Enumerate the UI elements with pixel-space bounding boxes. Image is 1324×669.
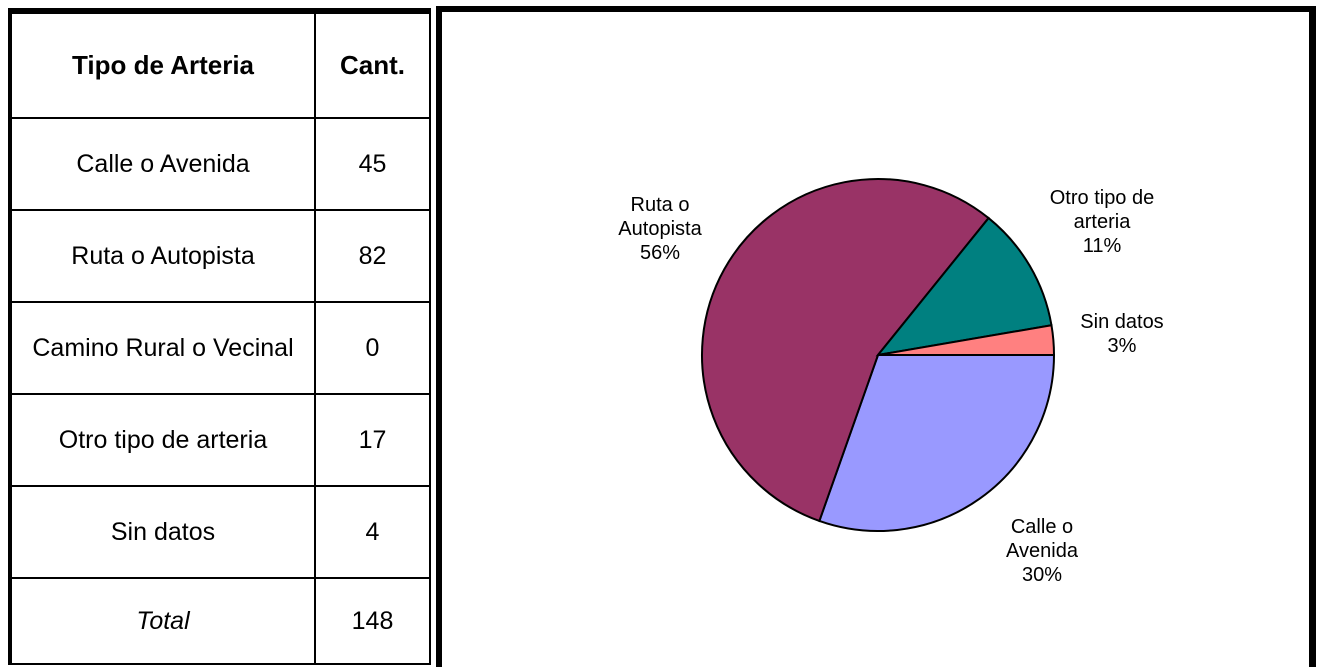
row-label: Sin datos — [8, 485, 316, 580]
row-value: 4 — [314, 485, 431, 580]
row-label: Ruta o Autopista — [8, 209, 316, 304]
table-total-row: Total 148 — [8, 577, 431, 665]
pie-slice-sin-datos — [877, 324, 1056, 356]
pie-label-calle-o-avenida: Calle o Avenida 30% — [1006, 516, 1079, 586]
pie-label-ruta-o-autopista: Ruta o Autopista 56% — [618, 194, 702, 264]
row-value: 17 — [314, 393, 431, 488]
data-table: Tipo de Arteria Cant. Calle o Avenida 45… — [8, 7, 431, 665]
row-label: Calle o Avenida — [8, 117, 316, 212]
row-label: Otro tipo de arteria — [8, 393, 316, 488]
row-value: 82 — [314, 209, 431, 304]
pie-slice-otro-tipo-de-arteria — [875, 216, 1053, 357]
table-row: Ruta o Autopista 82 — [8, 209, 431, 304]
table-header-row: Tipo de Arteria Cant. — [8, 7, 431, 120]
row-value: 0 — [314, 301, 431, 396]
pie-slice-ruta-o-autopista — [701, 178, 990, 523]
table-row: Sin datos 4 — [8, 485, 431, 580]
pie-label-otro-tipo-de-arteria: Otro tipo de arteria 11% — [1050, 187, 1155, 257]
table-row: Otro tipo de arteria 17 — [8, 393, 431, 488]
total-label: Total — [8, 577, 316, 665]
header-cantidad: Cant. — [314, 7, 431, 120]
pie-slice-calle-o-avenida — [818, 354, 1056, 532]
table-row: Calle o Avenida 45 — [8, 117, 431, 212]
pie-label-sin-datos: Sin datos 3% — [1080, 311, 1163, 357]
chart-panel: Calle o Avenida 30% Ruta o Autopista 56% Otro … — [436, 6, 1316, 667]
total-value: 148 — [314, 577, 431, 665]
table-row: Camino Rural o Vecinal 0 — [8, 301, 431, 396]
header-tipo-de-arteria: Tipo de Arteria — [8, 7, 316, 120]
pie-chart: Calle o Avenida 30% Ruta o Autopista 56% Otro … — [618, 178, 1164, 586]
row-label: Camino Rural o Vecinal — [8, 301, 316, 396]
row-value: 45 — [314, 117, 431, 212]
